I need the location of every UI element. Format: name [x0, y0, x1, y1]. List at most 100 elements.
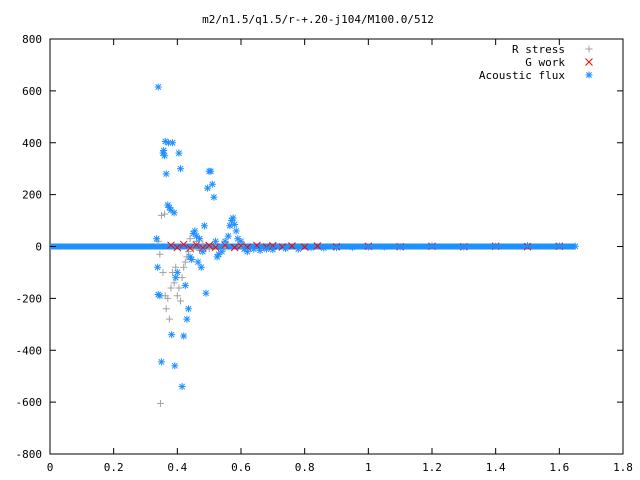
point-acoustic-flux [555, 242, 563, 250]
point-g-work [221, 241, 229, 250]
point-g-work [288, 242, 296, 250]
point-acoustic-flux [172, 274, 180, 282]
point-r-stress [170, 279, 178, 287]
point-g-work [211, 243, 220, 252]
x-tick-label: 0 [47, 461, 54, 474]
y-tick-label: -200 [16, 292, 43, 305]
point-r-stress [173, 292, 181, 300]
point-acoustic-flux [177, 165, 185, 173]
y-tick-label: -600 [16, 396, 43, 409]
point-r-stress [157, 211, 165, 219]
point-acoustic-flux [157, 358, 165, 366]
y-tick-label: 800 [22, 33, 42, 46]
x-tick-label: 0.2 [104, 461, 124, 474]
point-acoustic-flux [307, 244, 315, 252]
point-acoustic-flux [237, 237, 245, 245]
point-acoustic-flux [294, 245, 302, 253]
point-g-work [230, 243, 239, 252]
point-r-stress [162, 305, 170, 313]
point-r-stress [161, 210, 169, 218]
point-acoustic-flux [226, 222, 234, 230]
point-acoustic-flux [269, 246, 277, 254]
point-acoustic-flux [524, 242, 531, 250]
point-acoustic-flux [208, 180, 216, 188]
chart-title: m2/n1.5/q1.5/r-+.20-j104/M100.0/512 [202, 13, 434, 26]
y-tick-label: -800 [16, 448, 43, 461]
point-g-work [268, 241, 277, 250]
point-acoustic-flux [196, 235, 204, 243]
point-acoustic-flux [221, 237, 229, 245]
point-acoustic-flux [194, 258, 202, 266]
point-r-stress [177, 297, 185, 305]
legend-label-acoustic-flux: Acoustic flux [479, 69, 565, 82]
point-g-work [300, 243, 309, 251]
y-tick-label: 200 [22, 189, 42, 202]
data-marks [50, 83, 579, 407]
point-r-stress [181, 258, 189, 266]
legend-marker-acoustic-flux [585, 71, 593, 79]
point-acoustic-flux [460, 243, 468, 251]
point-r-stress [178, 274, 186, 282]
point-g-work [173, 243, 182, 252]
point-r-stress [180, 263, 188, 271]
point-acoustic-flux [333, 244, 340, 252]
legend-label-g-work: G work [525, 56, 565, 69]
point-acoustic-flux [204, 184, 212, 192]
point-r-stress [172, 263, 180, 271]
point-r-stress [164, 294, 172, 302]
point-acoustic-flux [168, 331, 176, 339]
x-tick-label: 1 [365, 461, 372, 474]
point-g-work [179, 240, 188, 249]
point-acoustic-flux [320, 244, 328, 252]
point-acoustic-flux [256, 246, 264, 254]
point-g-work [186, 244, 194, 252]
point-acoustic-flux [200, 222, 208, 230]
point-acoustic-flux [197, 263, 205, 271]
point-acoustic-flux [178, 383, 186, 391]
y-tick-label: -400 [16, 344, 43, 357]
point-acoustic-flux [169, 139, 177, 147]
legend-marker-r-stress [585, 45, 593, 53]
axes: 0 0.2 0.4 0.6 0.8 1 1.2 1.4 1.6 1.8 -800 -600 -400 -2… [16, 33, 633, 474]
legend-label-r-stress: R stress [512, 43, 565, 56]
y-tick-label: 0 [35, 241, 42, 254]
point-acoustic-flux [380, 243, 388, 251]
point-acoustic-flux [202, 289, 210, 297]
point-acoustic-flux [218, 248, 226, 256]
point-acoustic-flux [170, 209, 178, 217]
point-g-work [313, 242, 322, 250]
x-tick-label: 0.6 [231, 461, 251, 474]
point-r-stress [186, 235, 194, 243]
point-acoustic-flux [188, 255, 196, 263]
point-g-work [198, 243, 207, 252]
point-acoustic-flux [224, 232, 232, 240]
point-acoustic-flux [210, 193, 218, 201]
point-r-stress [199, 240, 207, 248]
point-acoustic-flux [282, 245, 290, 253]
x-tick-label: 1.4 [486, 461, 506, 474]
point-acoustic-flux [154, 83, 162, 91]
point-acoustic-flux [232, 227, 240, 235]
point-acoustic-flux [348, 243, 356, 251]
y-tick-label: 600 [22, 85, 42, 98]
point-acoustic-flux [212, 237, 220, 245]
point-acoustic-flux [207, 167, 215, 175]
point-acoustic-flux [262, 245, 270, 253]
y-tick-label: 400 [22, 137, 42, 150]
x-tick-label: 0.4 [167, 461, 187, 474]
point-acoustic-flux [184, 305, 192, 313]
point-r-stress [156, 250, 164, 258]
x-tick-label: 1.2 [422, 461, 442, 474]
point-acoustic-flux [156, 292, 164, 300]
point-acoustic-flux [428, 242, 436, 250]
point-acoustic-flux [171, 362, 179, 370]
point-r-stress [205, 245, 213, 253]
point-acoustic-flux [199, 248, 207, 256]
point-acoustic-flux [250, 245, 258, 253]
x-tick-label: 1.6 [549, 461, 569, 474]
point-acoustic-flux [154, 263, 162, 271]
point-acoustic-flux [173, 268, 181, 276]
point-acoustic-flux [231, 220, 239, 228]
